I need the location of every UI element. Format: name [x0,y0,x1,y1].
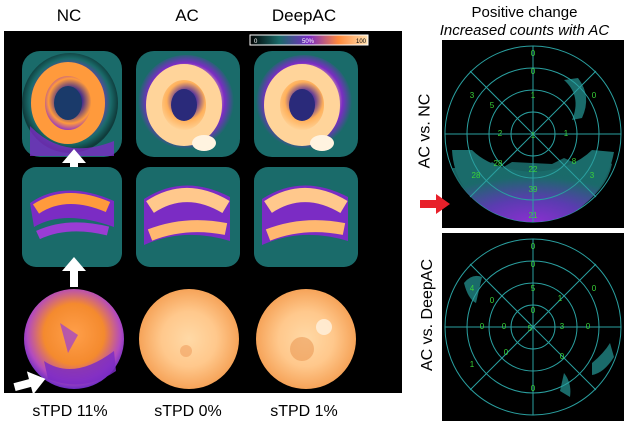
seg-bot-9: 0 [531,306,536,315]
stpd-nc: sTPD 11% [32,403,108,420]
seg-bot-3: 0 [531,260,536,269]
seg-top-8: 1 [531,131,536,140]
right-title: Positive change [471,4,578,21]
seg-bot-11: 5 [528,324,533,333]
seg-bot-16: 0 [560,352,565,361]
nc-short-axis [22,51,122,157]
seg-top-9: 1 [564,129,569,138]
nc-polar-map [24,289,124,389]
nc-long-axis [22,167,122,267]
colorbar-min: 0 [254,39,258,45]
header-ac: AC [175,6,199,25]
seg-top-10: 28 [494,159,503,168]
seg-bot-7: 1 [558,294,563,303]
seg-bot-12: 3 [560,322,565,331]
seg-top-12: 8 [572,157,577,166]
ac-long-axis [136,167,240,267]
colorbar-max: 100 [356,39,367,45]
colorbar-mid: 50% [302,39,315,45]
seg-bot-10: 0 [480,322,485,331]
seg-top-2: 3 [470,91,475,100]
seg-top-16: 21 [529,211,538,220]
arrow-up-icon [62,149,86,179]
image-grid: 0 50% 100 [13,34,369,395]
colorbar [249,34,369,46]
seg-top-13: 28 [472,171,481,180]
ac-short-axis [136,51,240,157]
stpd-deepac: sTPD 1% [270,403,338,420]
image-panel: 0 50% 100 [4,31,402,395]
seg-top-6: 1 [531,91,536,100]
bullseye-top-svg: 0 3 0 0 5 1 2 1 1 28 22 8 28 39 3 21 [444,45,622,223]
seg-top-4: 0 [592,91,597,100]
seg-bot-13: 0 [586,322,591,331]
header-nc: NC [56,6,82,25]
bullseye-ac-vs-deepac: 0 4 0 0 0 5 1 0 0 0 5 3 0 1 0 0 0 [442,233,624,421]
seg-top-7: 2 [498,129,503,138]
label-ac-vs-deepac: AC vs. DeepAC [419,258,437,372]
header-deepac: DeepAC [271,6,337,25]
seg-bot-5: 0 [490,296,495,305]
arrow-right-icon [13,371,46,395]
seg-bot-4: 0 [592,284,597,293]
seg-bot-6: 5 [531,284,536,293]
bullseye-bottom-svg: 0 4 0 0 0 5 1 0 0 0 5 3 0 1 0 0 0 [444,238,622,416]
seg-bot-17: 0 [531,384,536,393]
seg-bot-8: 0 [502,322,507,331]
seg-top-15: 3 [590,171,595,180]
deepac-short-axis [254,51,358,157]
seg-top-5: 5 [490,101,495,110]
seg-top-14: 39 [529,185,538,194]
ac-polar-map [139,289,239,389]
stpd-ac: sTPD 0% [154,403,222,420]
seg-top-1: 0 [531,49,536,58]
seg-top-3: 0 [531,67,536,76]
red-arrow-icon [420,194,450,214]
seg-bot-1: 0 [531,242,536,251]
seg-bot-15: 0 [504,348,509,357]
seg-top-11: 22 [529,165,538,174]
seg-bot-14: 1 [470,360,475,369]
label-ac-vs-nc: AC vs. NC [416,93,434,169]
deepac-polar-map [256,289,356,389]
arrow-up-icon-2 [62,257,86,287]
seg-bot-2: 4 [470,284,475,293]
separator [440,228,626,231]
bullseye-ac-vs-nc: 0 3 0 0 5 1 2 1 1 28 22 8 28 39 3 21 [442,40,624,228]
deepac-long-axis [254,167,358,267]
right-subtitle: Increased counts with AC [439,22,610,39]
